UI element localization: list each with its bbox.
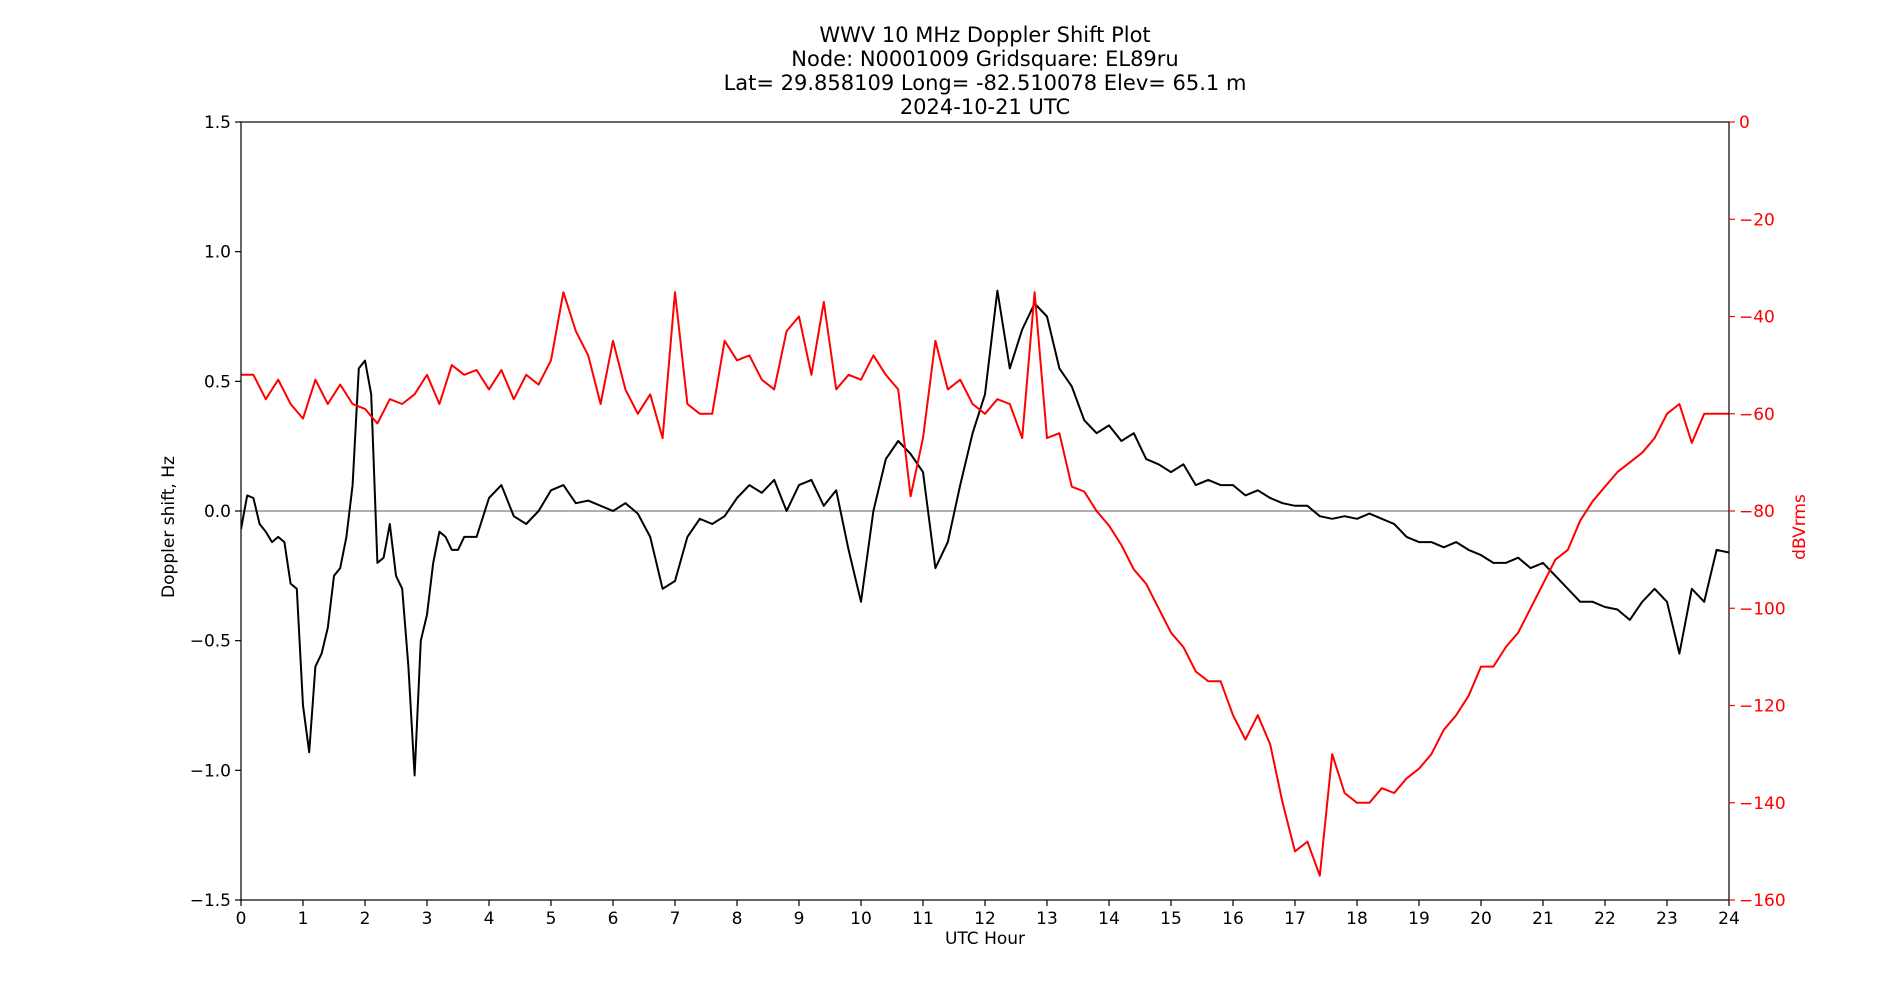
chart-title: WWV 10 MHz Doppler Shift Plot Node: N000…: [724, 23, 1247, 119]
x-tick-label: 23: [1656, 909, 1678, 929]
x-tick-label: 14: [1098, 909, 1120, 929]
plot-area: [241, 289, 1729, 877]
y-left-tick-label: −1.0: [190, 761, 231, 781]
x-tick-label: 22: [1594, 909, 1616, 929]
x-tick-label: 13: [1036, 909, 1058, 929]
y-left-tick-label: 1.5: [204, 113, 231, 133]
title-line: WWV 10 MHz Doppler Shift Plot: [819, 23, 1150, 47]
x-tick-label: 21: [1532, 909, 1554, 929]
x-tick-label: 1: [298, 909, 309, 929]
x-axis-label: UTC Hour: [945, 929, 1025, 949]
title-line: 2024-10-21 UTC: [900, 95, 1070, 119]
x-tick-label: 16: [1222, 909, 1244, 929]
y-right-tick-label: −160: [1739, 891, 1786, 911]
title-line: Lat= 29.858109 Long= -82.510078 Elev= 65…: [724, 71, 1247, 95]
y-right-tick-label: −80: [1739, 502, 1775, 522]
y-left-tick-label: 0.5: [204, 372, 231, 392]
x-tick-label: 10: [850, 909, 872, 929]
y-right-tick-label: −40: [1739, 308, 1775, 328]
y-axis-label-left: Doppler shift, Hz: [159, 456, 179, 598]
y-right-tick-label: 0: [1739, 113, 1750, 133]
x-tick-label: 18: [1346, 909, 1368, 929]
power-series-line: [241, 291, 1729, 877]
x-tick-label: 2: [360, 909, 371, 929]
x-tick-label: 15: [1160, 909, 1182, 929]
doppler-series-line: [241, 289, 1729, 777]
x-tick-label: 7: [670, 909, 681, 929]
x-tick-label: 8: [732, 909, 743, 929]
x-tick-label: 11: [912, 909, 934, 929]
y-left-tick-label: 1.0: [204, 243, 231, 263]
title-line: Node: N0001009 Gridsquare: EL89ru: [791, 47, 1178, 71]
y-left-tick-label: −0.5: [190, 632, 231, 652]
y-right-tick-label: −140: [1739, 794, 1786, 814]
x-tick-label: 4: [484, 909, 495, 929]
y-axis-label-right: dBVrms: [1790, 494, 1810, 560]
x-tick-label: 24: [1718, 909, 1740, 929]
x-tick-label: 6: [608, 909, 619, 929]
x-tick-label: 5: [546, 909, 557, 929]
y-right-tick-label: −60: [1739, 405, 1775, 425]
axes: 0 1 2 3 4 5 6 7 8 9 10 11 12 13 14 15 16 17 18 19 20 21 22 23 24…: [190, 113, 1786, 929]
y-right-tick-label: −120: [1739, 697, 1786, 717]
x-tick-label: 19: [1408, 909, 1430, 929]
x-tick-label: 3: [422, 909, 433, 929]
y-left-tick-label: −1.5: [190, 891, 231, 911]
y-right-tick-label: −100: [1739, 599, 1786, 619]
x-tick-label: 20: [1470, 909, 1492, 929]
x-tick-label: 12: [974, 909, 996, 929]
x-tick-label: 17: [1284, 909, 1306, 929]
x-tick-label: 0: [236, 909, 247, 929]
y-right-tick-label: −20: [1739, 210, 1775, 230]
x-tick-label: 9: [794, 909, 805, 929]
y-left-tick-label: 0.0: [204, 502, 231, 522]
